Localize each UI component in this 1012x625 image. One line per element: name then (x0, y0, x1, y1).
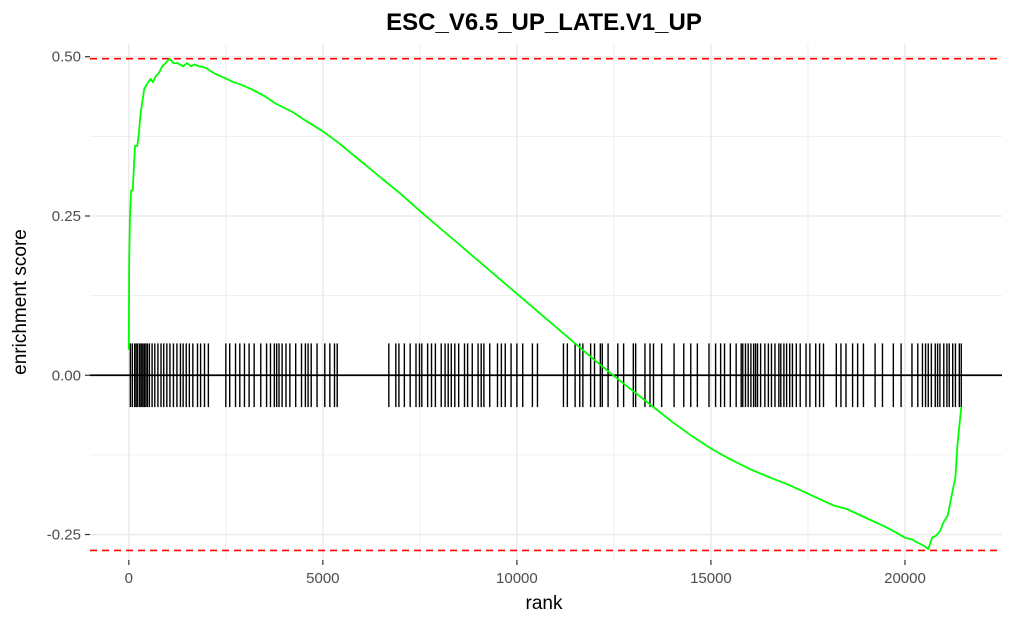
x-axis: 0 5000 10000 15000 20000 (125, 560, 926, 587)
x-tick-label: 10000 (496, 570, 538, 587)
y-tick-label: 0.50 (52, 49, 81, 66)
x-tick-label: 20000 (884, 570, 926, 587)
enrichment-curve (127, 57, 963, 551)
y-tick-label: 0.00 (52, 367, 81, 384)
x-axis-label: rank (526, 593, 563, 614)
x-tick-label: 15000 (690, 570, 732, 587)
x-tick-label: 5000 (306, 570, 339, 587)
x-tick-label: 0 (125, 570, 133, 587)
y-tick-label: -0.25 (47, 527, 81, 544)
reference-lines (90, 57, 1002, 552)
grid-lines (90, 44, 1002, 560)
y-axis: -0.25 0.00 0.25 0.50 (47, 49, 90, 544)
y-tick-label: 0.25 (52, 208, 81, 225)
chart-title: ESC_V6.5_UP_LATE.V1_UP (386, 9, 702, 36)
y-axis-label: enrichment score (10, 229, 31, 375)
